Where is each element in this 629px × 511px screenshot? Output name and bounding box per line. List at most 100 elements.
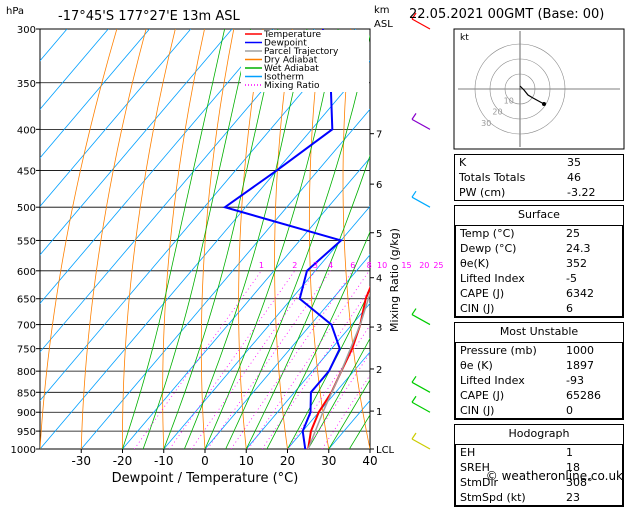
pressure-tick-label: 650 <box>17 295 36 306</box>
index-value: 1 <box>566 446 618 459</box>
index-label: EH <box>460 446 475 459</box>
mixing-ratio-axis-label: Mixing Ratio (g/kg) <box>388 228 401 332</box>
height-unit-asl: ASL <box>374 19 393 30</box>
wind-barb <box>412 119 430 129</box>
index-row: CIN (J) 6 <box>456 301 622 316</box>
index-label: CIN (J) <box>460 302 494 315</box>
section-title: Surface <box>455 206 623 223</box>
index-value: -93 <box>566 374 618 387</box>
index-value: 0 <box>566 404 618 417</box>
index-label: Temp (°C) <box>460 227 515 240</box>
pressure-tick-label: 550 <box>17 236 36 247</box>
km-tick-label: 6 <box>376 180 382 191</box>
index-value: 25 <box>566 227 618 240</box>
pressure-tick-label: 300 <box>17 25 36 36</box>
dry-adiabat-line <box>407 29 452 449</box>
pressure-tick-label: 950 <box>17 427 36 438</box>
mixing-ratio-tick-label: 8 <box>367 261 372 270</box>
index-label: StmSpd (kt) <box>460 491 526 504</box>
temp-tick-label: 20 <box>280 454 295 468</box>
index-label: Totals Totals <box>459 171 525 184</box>
wind-barb <box>412 402 430 412</box>
wind-barb-flag <box>412 396 416 402</box>
km-tick-label: 5 <box>376 229 382 240</box>
temp-tick-label: -30 <box>71 454 91 468</box>
index-value: 6 <box>566 302 618 315</box>
pressure-tick-label: 500 <box>17 203 36 214</box>
wind-barb-flag <box>412 191 416 197</box>
index-row: EH 1 <box>456 445 622 460</box>
index-row: Temp (°C) 25 <box>456 226 622 241</box>
pressure-unit-label: hPa <box>6 6 24 17</box>
km-tick-label: LCL <box>376 445 395 456</box>
section-title: Most Unstable <box>455 323 623 340</box>
index-label: Pressure (mb) <box>460 344 537 357</box>
km-tick-label: 2 <box>376 365 382 376</box>
temp-tick-label: 30 <box>321 454 336 468</box>
hodograph-ring-label: 10 <box>504 96 514 105</box>
height-unit-km: km <box>374 5 390 16</box>
index-label: Lifted Index <box>460 272 525 285</box>
pressure-tick-label: 700 <box>17 321 36 332</box>
pressure-tick-label: 750 <box>17 345 36 356</box>
x-axis-label: Dewpoint / Temperature (°C) <box>112 471 299 486</box>
pressure-tick-label: 350 <box>17 79 36 90</box>
index-value: 352 <box>566 257 618 270</box>
pressure-tick-label: 800 <box>17 367 36 378</box>
mixing-ratio-tick-label: 20 <box>419 261 429 270</box>
index-row: θe (K)1897 <box>456 358 622 373</box>
location-label: -17°45'S 177°27'E 13m ASL <box>58 9 240 24</box>
datetime-label: 22.05.2021 00GMT (Base: 00) <box>409 7 604 22</box>
index-label: CAPE (J) <box>460 287 504 300</box>
temp-tick-label: 40 <box>362 454 377 468</box>
km-tick-label: 4 <box>376 274 382 285</box>
index-row: StmSpd (kt)23 <box>456 490 622 505</box>
index-label: PW (cm) <box>459 186 505 199</box>
hodograph-unit-label: kt <box>460 33 469 43</box>
hodograph-ring-label: 20 <box>492 108 502 117</box>
mixing-ratio-tick-label: 2 <box>292 261 297 270</box>
mixing-ratio-tick-label: 1 <box>259 261 264 270</box>
index-row: Totals Totals 46 <box>455 170 623 185</box>
pressure-tick-label: 600 <box>17 267 36 278</box>
index-row: PW (cm) -3.22 <box>455 185 623 200</box>
legend-entry: Mixing Ratio <box>264 81 320 91</box>
index-value: 46 <box>567 171 619 184</box>
index-row: CAPE (J) 6342 <box>456 286 622 301</box>
index-row: CAPE (J) 65286 <box>456 388 622 403</box>
index-value: -3.22 <box>567 186 619 199</box>
index-value: 24.3 <box>566 242 618 255</box>
pressure-tick-label: 850 <box>17 388 36 399</box>
index-label: CIN (J) <box>460 404 494 417</box>
index-row: Pressure (mb) 1000 <box>456 343 622 358</box>
index-label: Lifted Index <box>460 374 525 387</box>
index-value: 1000 <box>566 344 618 357</box>
index-value: 65286 <box>566 389 618 402</box>
km-tick-label: 7 <box>376 130 382 141</box>
temp-tick-label: -10 <box>154 454 174 468</box>
mixing-ratio-tick-label: 6 <box>350 261 355 270</box>
index-label: CAPE (J) <box>460 389 504 402</box>
index-row: CIN (J) 0 <box>456 403 622 418</box>
wind-barbs <box>412 13 430 449</box>
wind-barb <box>412 197 430 207</box>
km-tick-label: 1 <box>376 407 382 418</box>
wind-barb-flag <box>412 113 416 119</box>
wind-barb-flag <box>412 376 416 382</box>
copyright-label: © weatheronline.co.uk <box>486 469 623 483</box>
hodograph-storm-point <box>542 102 546 106</box>
mixing-ratio-tick-label: 3 <box>313 261 318 270</box>
index-value: 6342 <box>566 287 618 300</box>
hodograph-ring-label: 30 <box>481 119 491 128</box>
temp-tick-label: 0 <box>201 454 209 468</box>
index-value: 35 <box>567 156 619 169</box>
pressure-tick-label: 900 <box>17 408 36 419</box>
index-value: 1897 <box>566 359 618 372</box>
